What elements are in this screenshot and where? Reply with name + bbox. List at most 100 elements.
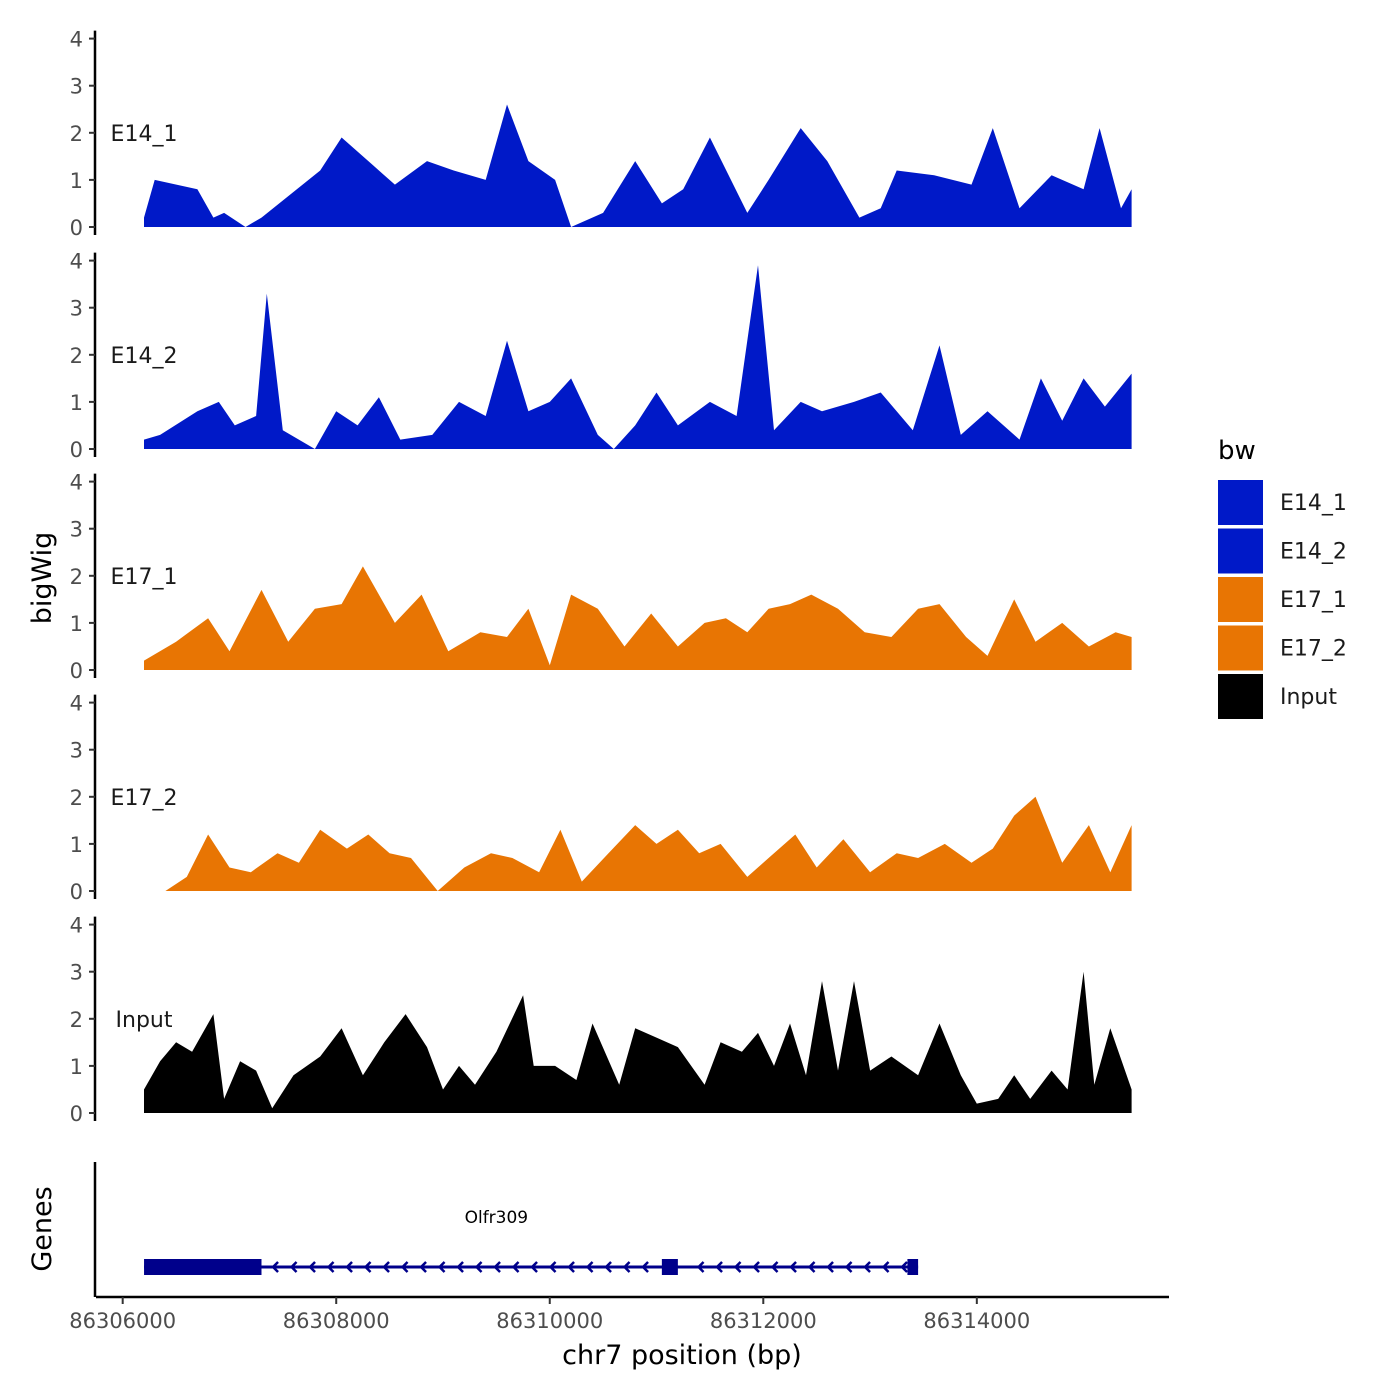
gene-name-label: Olfr309: [465, 1208, 529, 1228]
strand-chevron: [604, 1261, 612, 1273]
y-tick-label: 1: [70, 612, 83, 636]
strand-chevron: [622, 1261, 631, 1273]
signal-area-e17_2: [165, 796, 1132, 891]
strand-chevron: [807, 1261, 816, 1273]
strand-chevron: [419, 1261, 427, 1273]
track-e14_1: 0 1 2 3 4 E14_1: [70, 28, 1132, 240]
legend-label-e17_1: E17_1: [1280, 588, 1347, 613]
y-tick-label: 4: [70, 250, 83, 274]
strand-chevron: [844, 1261, 853, 1273]
strand-chevron: [363, 1261, 372, 1273]
legend-label-e14_1: E14_1: [1280, 491, 1347, 516]
y-tick-label: 2: [70, 344, 83, 368]
strand-chevron: [696, 1261, 705, 1273]
y-tick-label: 4: [70, 914, 83, 938]
strand-chevron: [548, 1261, 557, 1273]
strand-chevron: [752, 1261, 760, 1273]
legend-swatch-e17_2: [1218, 625, 1263, 671]
strand-chevron: [511, 1261, 520, 1273]
strand-chevron: [456, 1261, 464, 1273]
y-tick-label: 3: [70, 75, 83, 99]
signal-area-e14_2: [144, 265, 1132, 449]
track-e17_1: 0 1 2 3 4 E17_1: [70, 471, 1132, 683]
track-label: E17_2: [111, 786, 178, 811]
legend-swatch-e14_2: [1218, 528, 1263, 574]
strand-chevron: [900, 1261, 908, 1273]
y-tick-label: 0: [70, 880, 83, 904]
y-tick-label: 1: [70, 1055, 83, 1079]
legend-title: bw: [1218, 436, 1256, 466]
strand-chevron: [400, 1261, 409, 1273]
strand-chevron: [733, 1261, 742, 1273]
legend-label-e17_2: E17_2: [1280, 637, 1347, 662]
signal-area-input: [144, 971, 1132, 1113]
legend: bw E14_1 E14_2 E17_1 E17_2 Input: [1218, 436, 1347, 719]
strand-chevron: [271, 1261, 279, 1273]
strand-chevron: [289, 1261, 298, 1273]
genes-axis-title: Genes: [27, 1186, 58, 1271]
x-tick-label: 86314000: [923, 1309, 1030, 1333]
signal-tracks: 0 1 2 3 4 E14_1 0 1 2 3 4 E14_2 0 1 2 3 4 E17_1 0 1 2 3 4 E17_2…: [70, 28, 1132, 1126]
y-axis-title: bigWig: [27, 532, 58, 625]
strand-chevron: [326, 1261, 335, 1273]
y-tick-label: 3: [70, 297, 83, 321]
track-e14_2: 0 1 2 3 4 E14_2: [70, 250, 1132, 462]
track-e17_2: 0 1 2 3 4 E17_2: [70, 692, 1132, 904]
legend-label-e14_2: E14_2: [1280, 540, 1347, 565]
y-tick-label: 1: [70, 391, 83, 415]
gene-exon: [907, 1259, 919, 1275]
strand-chevron: [382, 1261, 390, 1273]
x-tick-label: 86306000: [69, 1309, 176, 1333]
strand-chevron: [567, 1261, 575, 1273]
legend-swatch-e14_1: [1218, 480, 1263, 525]
y-tick-label: 0: [70, 438, 83, 462]
strand-chevron: [437, 1261, 446, 1273]
y-tick-label: 4: [70, 692, 83, 716]
legend-swatch-input: [1218, 674, 1263, 719]
gene-panel: Olfr309: [93, 1162, 919, 1297]
strand-chevron: [789, 1261, 797, 1273]
x-tick-label: 86312000: [710, 1309, 817, 1333]
strand-chevron: [493, 1261, 501, 1273]
y-tick-label: 3: [70, 961, 83, 985]
y-tick-label: 2: [70, 565, 83, 589]
track-input: 0 1 2 3 4 Input: [70, 914, 1132, 1126]
y-tick-label: 2: [70, 786, 83, 810]
x-axis: 86306000 86308000 86310000 86312000 86314000: [69, 1295, 1169, 1333]
y-tick-label: 3: [70, 518, 83, 542]
strand-chevron: [826, 1261, 834, 1273]
y-tick-label: 1: [70, 833, 83, 857]
strand-chevron: [474, 1261, 483, 1273]
y-tick-label: 1: [70, 169, 83, 193]
signal-area-e17_1: [144, 566, 1132, 670]
y-tick-label: 0: [70, 659, 83, 683]
strand-chevron: [345, 1261, 353, 1273]
strand-chevron: [863, 1261, 871, 1273]
legend-label-input: Input: [1280, 685, 1337, 710]
track-label: E14_1: [111, 122, 178, 147]
y-tick-label: 4: [70, 28, 83, 52]
strand-chevron: [308, 1261, 316, 1273]
legend-swatch-e17_1: [1218, 577, 1263, 622]
x-tick-label: 86310000: [496, 1309, 603, 1333]
strand-chevron: [770, 1261, 779, 1273]
y-tick-label: 0: [70, 1102, 83, 1126]
y-tick-label: 3: [70, 739, 83, 763]
strand-chevron: [530, 1261, 538, 1273]
strand-chevron: [715, 1261, 723, 1273]
y-tick-label: 0: [70, 216, 83, 240]
x-tick-label: 86308000: [283, 1309, 390, 1333]
track-label: E14_2: [111, 344, 178, 369]
track-label: Input: [116, 1008, 173, 1033]
y-tick-label: 4: [70, 471, 83, 495]
strand-chevron: [641, 1261, 649, 1273]
y-tick-label: 2: [70, 122, 83, 146]
track-label: E17_1: [111, 565, 178, 590]
x-axis-title: chr7 position (bp): [562, 1340, 802, 1371]
gene-exon: [661, 1259, 678, 1275]
strand-chevron: [585, 1261, 594, 1273]
y-tick-label: 2: [70, 1008, 83, 1032]
signal-area-e14_1: [144, 104, 1132, 227]
strand-chevron: [881, 1261, 890, 1273]
